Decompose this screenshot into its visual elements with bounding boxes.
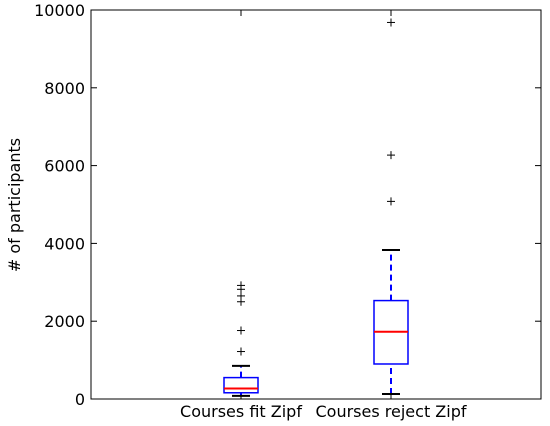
outlier-marker bbox=[237, 281, 245, 290]
y-tick-label: 4000 bbox=[44, 234, 85, 253]
y-tick-label: 10000 bbox=[34, 1, 85, 20]
outlier-marker bbox=[387, 197, 395, 206]
y-tick-label: 2000 bbox=[44, 312, 85, 331]
outlier-marker bbox=[387, 18, 395, 27]
outlier-marker bbox=[237, 326, 245, 335]
outlier-marker bbox=[387, 151, 395, 160]
x-tick-label: Courses fit Zipf bbox=[180, 402, 302, 421]
y-tick-label: 6000 bbox=[44, 157, 85, 176]
y-tick-label: 8000 bbox=[44, 79, 85, 98]
plot-frame bbox=[90, 9, 542, 400]
y-tick-label: 0 bbox=[75, 390, 85, 409]
x-axis: Courses fit Zipf Courses reject Zipf bbox=[180, 10, 467, 421]
y-axis-label: # of participants bbox=[5, 138, 24, 272]
plot-marks bbox=[223, 18, 409, 397]
outlier-marker bbox=[237, 347, 245, 356]
y-axis: 0 2000 4000 6000 8000 10000 bbox=[34, 1, 541, 409]
box-iqr bbox=[223, 376, 259, 394]
x-tick-label: Courses reject Zipf bbox=[316, 402, 467, 421]
